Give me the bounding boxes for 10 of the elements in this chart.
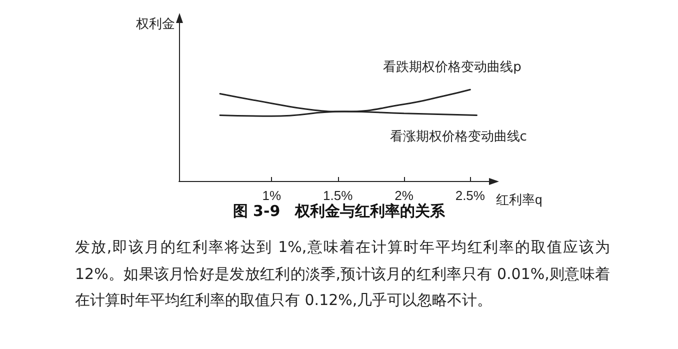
series-label: 看跌期权价格变动曲线p [383, 60, 522, 76]
y-axis-title: 权利金 [135, 16, 175, 31]
x-axis-title: 红利率q [496, 192, 542, 207]
x-tick-label: 2% [394, 188, 414, 203]
x-tick-label: 1.5% [322, 188, 354, 203]
series-label: 看涨期权价格变动曲线c [390, 130, 527, 145]
text: 发放,即该月的红利率将达到 1%,意味着在计算时年平均红利率的取值应该为 12%。如果该月恰好是发放红利的淡季,预计该月的红利率只有 0.01%,则意味着在计算时年平均红利率的取值只有 0.12%,几乎可以忽略不计。 [75, 237, 610, 311]
x-tick-label: 1% [262, 188, 282, 203]
text: 图 3-9 权利金与红利率的关系 [232, 202, 446, 220]
x-tick-label: 2.5% [455, 188, 486, 203]
